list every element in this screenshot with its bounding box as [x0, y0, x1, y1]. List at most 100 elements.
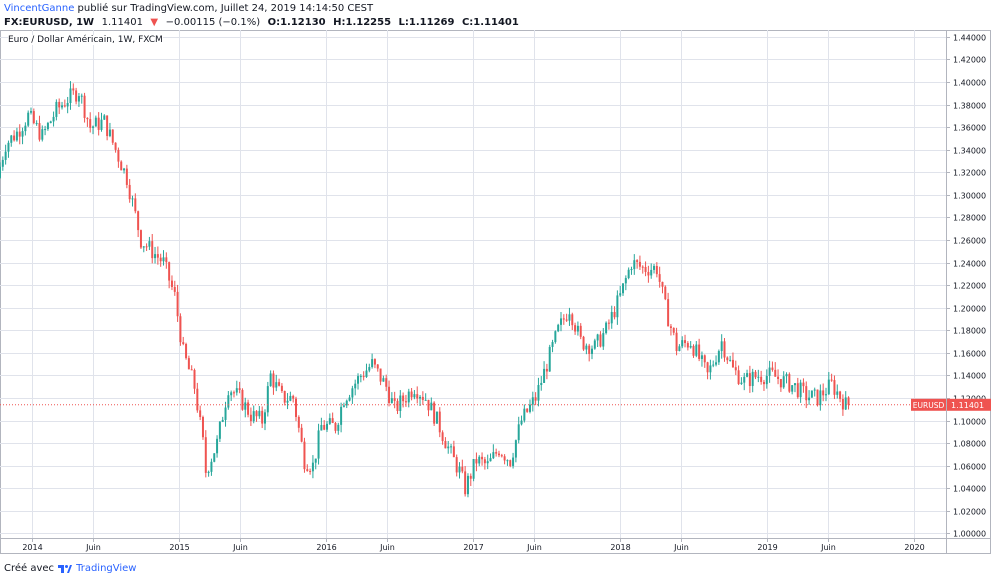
y-tick-label: 1.36000	[953, 124, 986, 133]
candle-down	[703, 355, 706, 363]
candle-up	[131, 198, 134, 200]
candle-up	[785, 374, 788, 377]
candle-down	[170, 280, 173, 287]
down-arrow-icon: ▼	[150, 17, 159, 28]
candle-up	[80, 95, 83, 97]
candle-down	[72, 88, 75, 91]
candle-up	[813, 389, 816, 391]
candle-up	[528, 404, 531, 412]
candle-down	[32, 111, 35, 124]
y-tick-label: 1.44000	[953, 34, 986, 43]
candle-down	[582, 336, 585, 350]
candle-up	[337, 424, 340, 431]
candle-up	[712, 364, 715, 366]
candle-down	[38, 123, 41, 140]
candle-down	[526, 408, 529, 412]
y-tick-label: 1.38000	[953, 102, 986, 111]
candle-up	[311, 462, 314, 472]
candle-down	[261, 410, 264, 424]
candle-down	[684, 340, 687, 344]
candle-down	[647, 271, 650, 276]
candle-up	[289, 395, 292, 401]
candle-up	[557, 324, 560, 332]
candle-up	[591, 348, 594, 354]
candle-down	[331, 418, 334, 423]
candle-up	[568, 314, 571, 321]
candle-up	[162, 257, 165, 262]
candle-up	[371, 359, 374, 368]
candle-up	[227, 395, 230, 408]
candle-up	[720, 341, 723, 352]
candle-up	[593, 340, 596, 349]
candle-down	[165, 257, 168, 263]
candle-down	[396, 400, 399, 411]
candle-down	[297, 416, 300, 428]
candle-down	[534, 397, 537, 401]
candle-down	[571, 314, 574, 326]
candle-down	[788, 374, 791, 392]
candle-down	[574, 325, 577, 332]
candle-up	[359, 376, 362, 378]
candle-down	[280, 385, 283, 392]
candle-up	[340, 406, 343, 425]
candle-down	[562, 318, 565, 320]
candle-up	[450, 446, 453, 448]
candle-up	[653, 265, 656, 270]
candle-down	[469, 475, 472, 479]
candle-up	[695, 344, 698, 356]
candle-down	[723, 341, 726, 358]
candle-down	[283, 391, 286, 403]
candle-up	[342, 405, 345, 407]
tradingview-brand[interactable]: TradingView	[76, 562, 137, 574]
candle-up	[92, 126, 95, 128]
candle-up	[551, 342, 554, 347]
candle-up	[103, 115, 106, 120]
candle-down	[802, 382, 805, 387]
candle-up	[824, 394, 827, 396]
candle-down	[638, 261, 641, 267]
candle-up	[235, 388, 238, 393]
candle-up	[520, 420, 523, 425]
candle-up	[689, 345, 692, 348]
last-price-tag-bg	[947, 398, 991, 411]
candle-up	[836, 391, 839, 395]
y-tick-label: 1.34000	[953, 147, 986, 156]
candlestick-chart[interactable]: 1.00000 1.02000 1.04000 1.06000 1.08000 1.100…	[0, 30, 991, 554]
candle-up	[320, 424, 323, 431]
candle-down	[762, 381, 765, 385]
chart-title: Euro / Dollar Américain, 1W, FXCM	[8, 35, 163, 45]
candle-up	[61, 105, 64, 108]
chart-area[interactable]: 1.00000 1.02000 1.04000 1.06000 1.08000 1.100…	[0, 30, 991, 554]
candle-down	[805, 386, 808, 401]
candle-up	[717, 351, 720, 363]
chart-border	[0, 30, 991, 554]
candle-up	[808, 397, 811, 401]
candle-down	[481, 456, 484, 460]
candle-down	[503, 456, 506, 461]
candle-down	[841, 398, 844, 410]
close-value: C:1.11401	[461, 17, 519, 28]
author-link[interactable]: VincentGanne	[4, 3, 75, 14]
candle-down	[58, 101, 61, 108]
candle-up	[27, 112, 30, 126]
candle-down	[613, 311, 616, 318]
y-tick-label: 1.08000	[953, 440, 986, 449]
candle-down	[18, 131, 21, 137]
candle-down	[706, 362, 709, 373]
candle-down	[475, 459, 478, 464]
candle-up	[413, 394, 416, 398]
candle-down	[672, 328, 675, 333]
candle-up	[715, 362, 718, 365]
candle-up	[793, 383, 796, 386]
candle-down	[641, 266, 644, 268]
y-tick-label: 1.16000	[953, 350, 986, 359]
candle-up	[286, 400, 289, 403]
candle-up	[55, 101, 58, 117]
candle-up	[435, 411, 438, 424]
candle-up	[630, 269, 633, 271]
candle-up	[77, 96, 80, 102]
candle-up	[472, 459, 475, 479]
candle-down	[173, 286, 176, 292]
x-tick-label: 2018	[610, 543, 630, 552]
candle-down	[774, 369, 777, 377]
